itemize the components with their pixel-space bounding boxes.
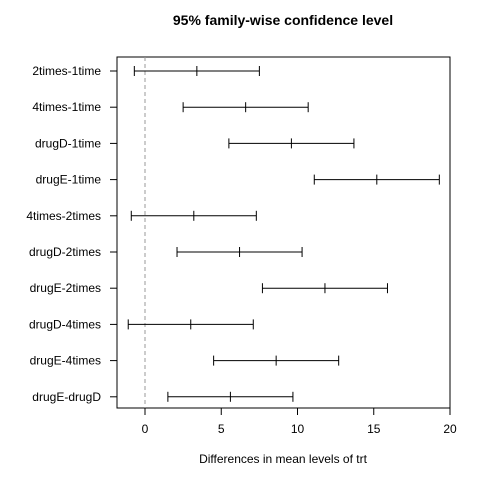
- interval-drugE-drugD: [167, 391, 294, 402]
- interval-4times-2times: [130, 210, 257, 221]
- confidence-intervals: [127, 66, 440, 402]
- comparison-label-drugD-4times: drugD-4times: [29, 317, 101, 331]
- comparison-label-drugE-1time: drugE-1time: [36, 173, 102, 187]
- chart-title: 95% family-wise confidence level: [173, 12, 393, 28]
- comparison-label-drugE-4times: drugE-4times: [30, 354, 101, 368]
- comparison-label-drugE-drugD: drugE-drugD: [32, 390, 101, 404]
- x-tick-label-0: 0: [142, 422, 149, 436]
- x-axis-label: Differences in mean levels of trt: [199, 452, 368, 466]
- x-tick-label-10: 10: [291, 422, 305, 436]
- x-tick-label-5: 5: [218, 422, 225, 436]
- comparison-labels: 2times-1time 4times-1time drugD-1time drugE…: [26, 64, 117, 404]
- comparison-label-drugE-2times: drugE-2times: [30, 281, 101, 295]
- interval-drugE-1time: [313, 174, 440, 185]
- plot-frame: [116, 56, 451, 409]
- interval-drugD-4times: [127, 319, 254, 330]
- comparison-label-drugD-1time: drugD-1time: [35, 136, 101, 150]
- interval-4times-1time: [182, 102, 309, 113]
- comparison-label-4times-1time: 4times-1time: [32, 100, 101, 114]
- x-tick-label-20: 20: [443, 422, 457, 436]
- interval-drugE-2times: [261, 283, 388, 294]
- comparison-label-4times-2times: 4times-2times: [26, 209, 101, 223]
- interval-2times-1time: [133, 66, 260, 76]
- x-tick-label-15: 15: [367, 422, 381, 436]
- interval-drugD-1time: [228, 138, 355, 149]
- x-axis-ticks: 0 5 10 15 20: [142, 408, 457, 436]
- interval-drugD-2times: [176, 247, 303, 257]
- comparison-label-drugD-2times: drugD-2times: [29, 245, 101, 259]
- comparison-label-2times-1time: 2times-1time: [32, 64, 101, 78]
- interval-drugE-4times: [213, 355, 340, 366]
